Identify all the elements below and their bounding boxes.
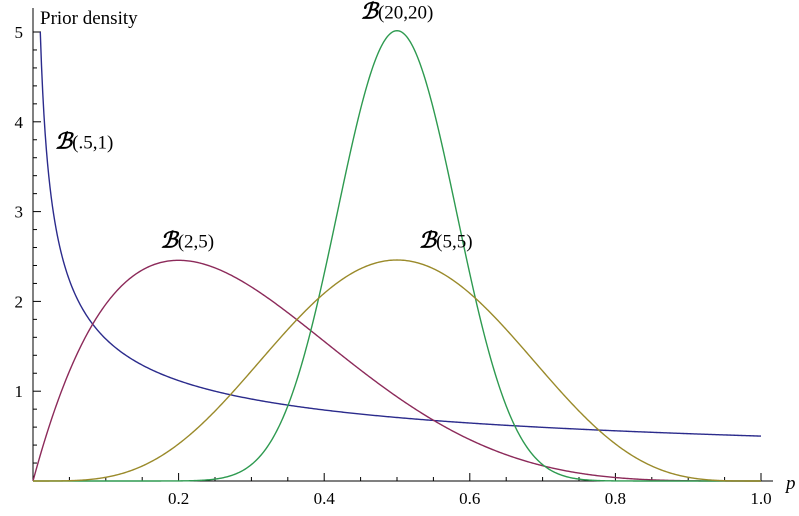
series-label-4: ℬ(5,5)	[419, 228, 473, 253]
x-tick-label: 0.8	[605, 489, 626, 508]
series-label-params: (5,5)	[436, 232, 472, 253]
y-tick-label: 2	[15, 292, 24, 311]
y-ticks: 1 2 3 4 5	[15, 23, 41, 464]
x-tick-label: 0.4	[314, 489, 336, 508]
y-tick-label: 1	[15, 382, 24, 401]
y-tick-label: 3	[15, 203, 24, 222]
series-label-params: (20,20)	[378, 3, 433, 24]
axes: 0.2 0.4 0.6 0.8 1.0 1 2 3 4 5	[15, 8, 773, 508]
x-tick-label: 0.6	[459, 489, 480, 508]
series-labels: ℬ(.5,1)ℬ(2,5)ℬ(20,20)ℬ(5,5)	[55, 0, 473, 253]
series-label-2: ℬ(2,5)	[160, 228, 214, 253]
density-curves	[32, 29, 762, 482]
series-label-params: (2,5)	[178, 232, 214, 253]
series-label-symbol: ℬ	[55, 129, 75, 154]
y-axis-title: Prior density	[40, 8, 138, 29]
x-ticks: 0.2 0.4 0.6 0.8 1.0	[68, 473, 772, 508]
series-label-symbol: ℬ	[160, 228, 180, 253]
density-curve-3	[33, 29, 761, 482]
y-tick-label: 5	[15, 23, 24, 42]
series-label-symbol: ℬ	[419, 228, 439, 253]
density-curve-4	[33, 259, 761, 482]
y-tick-label: 4	[15, 113, 24, 132]
density-curve-2	[32, 259, 761, 482]
series-label-symbol: ℬ	[361, 0, 381, 24]
density-curve-1	[39, 31, 762, 437]
x-axis-title: p	[784, 473, 796, 494]
series-label-1: ℬ(.5,1)	[55, 129, 113, 154]
x-tick-label: 0.2	[168, 489, 189, 508]
x-tick-label: 1.0	[750, 489, 771, 508]
series-label-params: (.5,1)	[72, 133, 113, 154]
series-label-3: ℬ(20,20)	[361, 0, 434, 24]
